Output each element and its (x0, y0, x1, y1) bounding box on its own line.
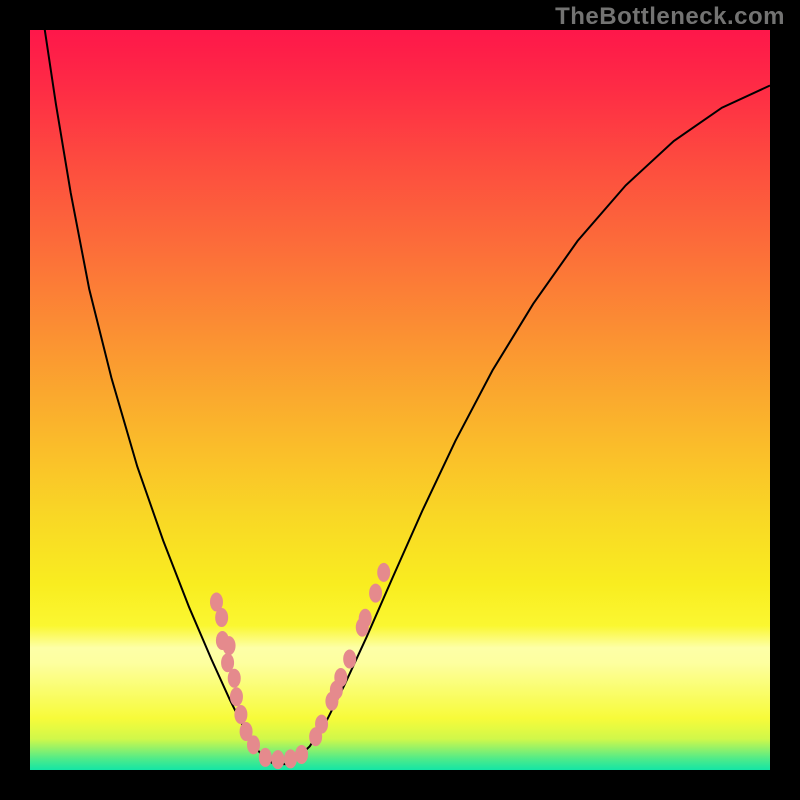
curve-marker (369, 584, 382, 603)
curve-marker (215, 608, 228, 627)
plot-background (30, 30, 770, 770)
curve-marker (223, 636, 236, 655)
curve-marker (259, 748, 272, 767)
curve-marker (359, 609, 372, 628)
curve-marker (377, 563, 390, 582)
watermark-text: TheBottleneck.com (555, 3, 785, 31)
curve-marker (334, 668, 347, 687)
curve-marker (271, 750, 284, 769)
curve-marker (295, 745, 308, 764)
curve-marker (247, 735, 260, 754)
bottleneck-chart (0, 0, 800, 800)
curve-marker (234, 705, 247, 724)
curve-marker (315, 715, 328, 734)
curve-marker (228, 669, 241, 688)
curve-marker (230, 687, 243, 706)
curve-marker (284, 749, 297, 768)
curve-marker (343, 650, 356, 669)
